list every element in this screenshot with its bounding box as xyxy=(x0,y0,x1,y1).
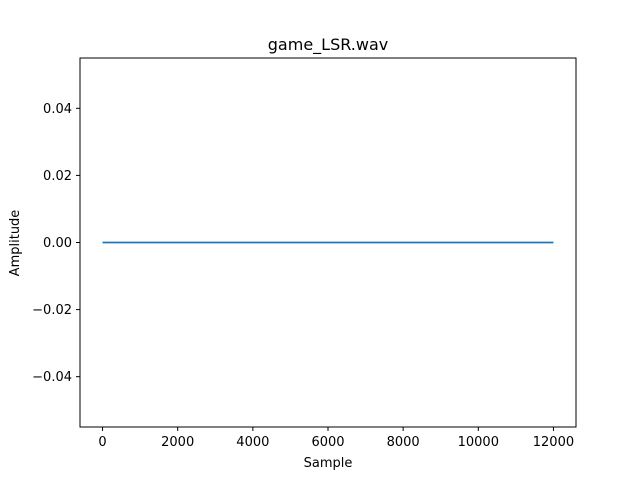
x-tick-label: 12000 xyxy=(533,435,574,450)
x-tick-label: 8000 xyxy=(387,435,420,450)
x-axis: 0 2000 4000 6000 8000 10000 12000 xyxy=(98,427,574,450)
x-tick-label: 6000 xyxy=(311,435,344,450)
plot-frame xyxy=(79,57,577,428)
x-axis-label: Sample xyxy=(304,456,353,471)
y-axis: 0.04 0.02 0.00 −0.02 −0.04 xyxy=(32,102,80,385)
y-tick-label: −0.02 xyxy=(32,303,72,318)
x-tick-label: 2000 xyxy=(161,435,194,450)
y-axis-label: Amplitude xyxy=(8,210,23,277)
y-tick-label: 0.00 xyxy=(43,236,72,251)
y-tick-label: 0.02 xyxy=(43,169,72,184)
x-tick-label: 10000 xyxy=(458,435,499,450)
chart-title: game_LSR.wav xyxy=(268,35,388,55)
x-tick-label: 0 xyxy=(98,435,106,450)
y-tick-label: −0.04 xyxy=(32,370,72,385)
y-tick-label: 0.04 xyxy=(43,102,72,117)
x-tick-label: 4000 xyxy=(236,435,269,450)
